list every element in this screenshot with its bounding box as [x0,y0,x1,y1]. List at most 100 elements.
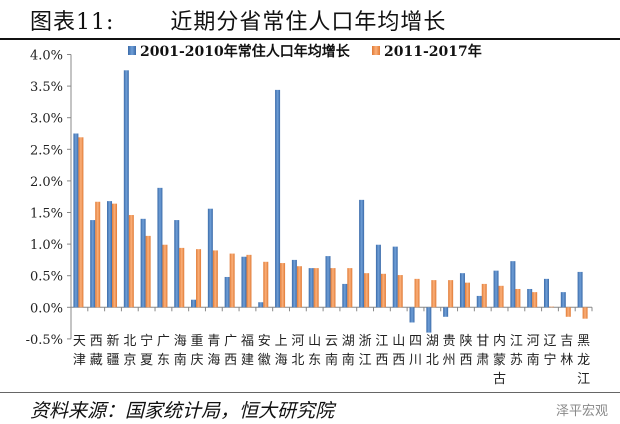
bar-2001-2010 [73,133,79,308]
bar-2001-2010 [191,299,197,308]
title-divider [0,38,620,40]
bar-2001-2010 [140,218,146,308]
bar-2011-2017 [380,273,386,308]
category-label: 福建 [241,334,254,368]
bar-2001-2010 [241,256,247,308]
bar-2001-2010 [123,70,129,308]
bar-2001-2010 [258,302,264,308]
category-label: 河南 [527,334,540,368]
bar-2011-2017 [212,250,218,308]
bar-2011-2017 [565,307,571,317]
category-label: 吉林 [560,334,573,368]
bar-2001-2010 [426,307,432,333]
category-label: 湖南 [342,334,355,368]
bar-2011-2017 [414,278,420,308]
bar-2011-2017 [196,249,202,308]
bar-2011-2017 [78,137,84,308]
bar-2011-2017 [481,283,487,308]
category-label: 黑龙江 [577,334,590,387]
bar-2011-2017 [582,307,588,319]
bar-2001-2010 [409,307,415,323]
y-tick-label: -0.5% [26,333,63,348]
bar-2011-2017 [397,275,403,308]
bar-2001-2010 [325,256,331,308]
category-label: 山西 [392,334,405,368]
bar-2011-2017 [246,254,252,308]
category-label: 云南 [325,334,338,368]
bar-2011-2017 [229,253,235,308]
bar-2001-2010 [359,199,365,308]
bar-2011-2017 [112,203,118,308]
footer-divider [0,392,620,393]
category-label: 陕西 [459,334,472,368]
legend-swatch [372,46,380,55]
bar-2011-2017 [162,244,168,308]
y-tick-label: 3.5% [30,80,63,95]
bar-2011-2017 [448,280,454,308]
category-label: 江西 [375,334,388,368]
category-label: 安徽 [258,334,271,368]
category-label: 广东 [157,334,170,368]
category-label: 四川 [409,334,422,368]
category-label: 广西 [224,334,237,368]
bar-chart: -0.5% 0.0% 0.5% 1.0% 1.5% 2.0% 2.5% 3.0% 3.5% 4.0… [26,43,593,387]
bar-2001-2010 [291,259,297,308]
category-label: 浙江 [359,334,372,368]
chart-title: 图表11: 近期分省常住人口年均增长 [30,10,447,35]
bar-2001-2010 [392,246,398,308]
bar-2001-2010 [443,307,449,317]
category-label: 湖北 [426,334,439,368]
bar-2011-2017 [532,292,538,308]
y-tick-label: 0.0% [30,301,63,316]
category-label: 青海 [207,334,220,368]
y-tick-label: 0.5% [30,270,63,285]
bar-2001-2010 [275,89,281,308]
category-label: 宁夏 [140,333,153,368]
legend-label: 2001-2010年常住人口年均增长 [140,43,351,60]
bar-2011-2017 [464,282,470,308]
bar-2011-2017 [347,268,353,308]
bar-2001-2010 [476,295,482,308]
bar-2001-2010 [577,271,583,308]
bar-2011-2017 [179,247,185,308]
category-label: 重庆 [191,333,204,368]
bar-2001-2010 [459,273,465,308]
bar-2001-2010 [560,292,566,308]
y-tick-label: 4.0% [30,49,63,64]
category-label: 天津 [73,334,86,368]
category-label: 新疆 [107,333,120,368]
category-label: 上海 [275,334,288,368]
bar-2011-2017 [145,235,151,308]
category-label: 河北 [291,334,304,368]
bar-2001-2010 [493,270,499,308]
category-label: 辽宁 [543,334,556,368]
bar-2001-2010 [90,220,96,308]
bar-2011-2017 [313,268,319,308]
bar-2011-2017 [128,215,134,308]
category-label: 甘肃 [476,334,489,368]
bar-2001-2010 [308,268,314,308]
category-label: 内蒙古 [493,333,506,387]
category-label: 山东 [308,334,321,368]
y-tick-label: 1.0% [30,238,63,253]
watermark: 泽平宏观 [555,404,608,419]
bar-2011-2017 [364,273,370,308]
category-label: 贵州 [443,334,456,368]
bar-2011-2017 [296,266,302,308]
category-label: 北京 [123,334,136,368]
category-label: 西藏 [90,334,103,368]
category-label: 江苏 [510,334,523,368]
bar-2001-2010 [107,201,113,308]
bar-2001-2010 [174,220,180,308]
legend-swatch [128,46,136,55]
bar-2001-2010 [157,187,163,308]
bar-2011-2017 [280,263,286,308]
bar-2011-2017 [330,268,336,308]
bar-2011-2017 [95,201,101,308]
bar-2001-2010 [375,244,381,308]
y-tick-label: 1.5% [30,207,63,222]
source-note: 资料来源：国家统计局，恒大研究院 [30,400,335,422]
y-tick-label: 3.0% [30,112,63,127]
category-label: 海南 [174,334,187,368]
